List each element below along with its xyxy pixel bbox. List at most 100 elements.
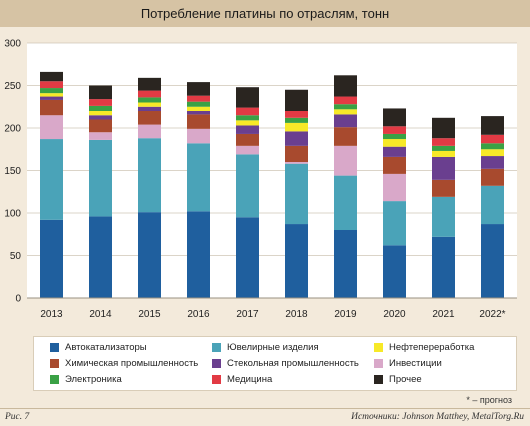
- bar-segment: [187, 95, 210, 102]
- bar-segment: [138, 97, 161, 103]
- bar-segment: [236, 217, 259, 298]
- bar-segment: [138, 111, 161, 125]
- bar-segment: [334, 75, 357, 97]
- bar-segment: [187, 143, 210, 212]
- bar-segment: [285, 111, 308, 118]
- x-tick-label: 2016: [187, 309, 210, 320]
- legend-item: Стекольная промышленность: [212, 358, 359, 369]
- bar-segment: [432, 179, 455, 197]
- bar-segment: [40, 88, 63, 94]
- legend-label: Нефтепереработка: [389, 342, 475, 353]
- figure-label: Рис. 7: [5, 412, 30, 422]
- bar-segment: [285, 117, 308, 123]
- bar-segment: [383, 139, 406, 147]
- legend-item: Нефтепереработка: [374, 342, 474, 353]
- bar-segment: [334, 109, 357, 115]
- bar-segment: [383, 126, 406, 134]
- legend-item: Медицина: [212, 374, 272, 385]
- bar-segment: [481, 156, 504, 169]
- bar-segment: [89, 216, 112, 298]
- y-tick-label: 0: [15, 294, 21, 305]
- bar-segment: [40, 96, 63, 100]
- legend-label: Автокатализаторы: [65, 342, 147, 353]
- bar-segment: [138, 106, 161, 111]
- legend-item: Ювелирные изделия: [212, 342, 319, 353]
- bar-segment: [334, 114, 357, 128]
- bar-segment: [236, 107, 259, 116]
- x-tick-label: 2014: [89, 309, 112, 320]
- bar-segment: [138, 90, 161, 98]
- legend-swatch: [212, 343, 221, 352]
- legend-item: Автокатализаторы: [50, 342, 147, 353]
- x-tick-label: 2022*: [479, 309, 505, 320]
- bar-segment: [383, 173, 406, 202]
- bar-segment: [236, 120, 259, 126]
- y-tick-label: 300: [4, 39, 21, 50]
- y-tick-label: 50: [10, 251, 22, 262]
- bar-segment: [383, 201, 406, 246]
- legend-item: Инвестиции: [374, 358, 442, 369]
- bar-segment: [285, 131, 308, 146]
- bar-segment: [383, 146, 406, 157]
- bar-segment: [89, 132, 112, 140]
- bar-segment: [481, 149, 504, 157]
- legend-item: Прочее: [374, 374, 422, 385]
- bar-segment: [40, 139, 63, 220]
- x-tick-label: 2013: [40, 309, 63, 320]
- bar-segment: [138, 77, 161, 91]
- bar-segment: [89, 105, 112, 111]
- y-tick-label: 250: [4, 81, 21, 92]
- forecast-note: * – прогноз: [466, 395, 512, 405]
- legend-swatch: [374, 375, 383, 384]
- bar-segment: [236, 115, 259, 121]
- x-tick-label: 2018: [285, 309, 308, 320]
- bar-segment: [334, 96, 357, 105]
- bar-segment: [187, 106, 210, 111]
- bar-segment: [285, 89, 308, 111]
- legend-label: Ювелирные изделия: [227, 342, 319, 353]
- x-tick-label: 2019: [334, 309, 357, 320]
- bar-segment: [432, 196, 455, 237]
- bar-segment: [40, 115, 63, 140]
- bar-segment: [187, 82, 210, 96]
- y-tick-label: 150: [4, 166, 21, 177]
- x-tick-label: 2020: [383, 309, 406, 320]
- bar-segment: [383, 108, 406, 127]
- bar-segment: [285, 162, 308, 164]
- bar-segment: [89, 139, 112, 217]
- bar-segment: [285, 224, 308, 298]
- bar-segment: [334, 230, 357, 298]
- legend-item: Химическая промышленность: [50, 358, 198, 369]
- bar-segment: [481, 168, 504, 186]
- footer: Рис. 7 Источники: Johnson Matthey, Metal…: [0, 408, 530, 426]
- bar-segment: [187, 128, 210, 144]
- bar-segment: [40, 93, 63, 97]
- bar-segment: [285, 163, 308, 225]
- bar-segment: [89, 119, 112, 133]
- bar-segment: [40, 71, 63, 82]
- bar-segment: [383, 133, 406, 140]
- chart-title: Потребление платины по отраслям, тонн: [0, 0, 530, 27]
- legend-label: Медицина: [227, 374, 273, 385]
- legend-label: Инвестиции: [389, 358, 442, 369]
- bar-segment: [138, 124, 161, 139]
- bar-segment: [89, 111, 112, 116]
- legend-swatch: [374, 359, 383, 368]
- stacked-bar-chart: 0 50 100 150 200 250 300 2013 2014 2015 2016 2017 20…: [4, 39, 517, 320]
- bar-segment: [236, 133, 259, 146]
- bar-segment: [187, 101, 210, 107]
- y-tick-label: 200: [4, 124, 21, 135]
- bar-segment: [432, 138, 455, 146]
- bar-segment: [89, 115, 112, 120]
- bar-segment: [236, 154, 259, 218]
- bar-segment: [89, 85, 112, 100]
- bar-segment: [285, 122, 308, 132]
- bar-segment: [432, 150, 455, 157]
- bar-segment: [236, 125, 259, 134]
- bar-segment: [334, 104, 357, 110]
- legend-item: Электроника: [50, 374, 122, 385]
- y-tick-label: 100: [4, 209, 21, 220]
- bar-segment: [236, 87, 259, 108]
- x-tick-label: 2017: [236, 309, 259, 320]
- bar-segment: [383, 245, 406, 298]
